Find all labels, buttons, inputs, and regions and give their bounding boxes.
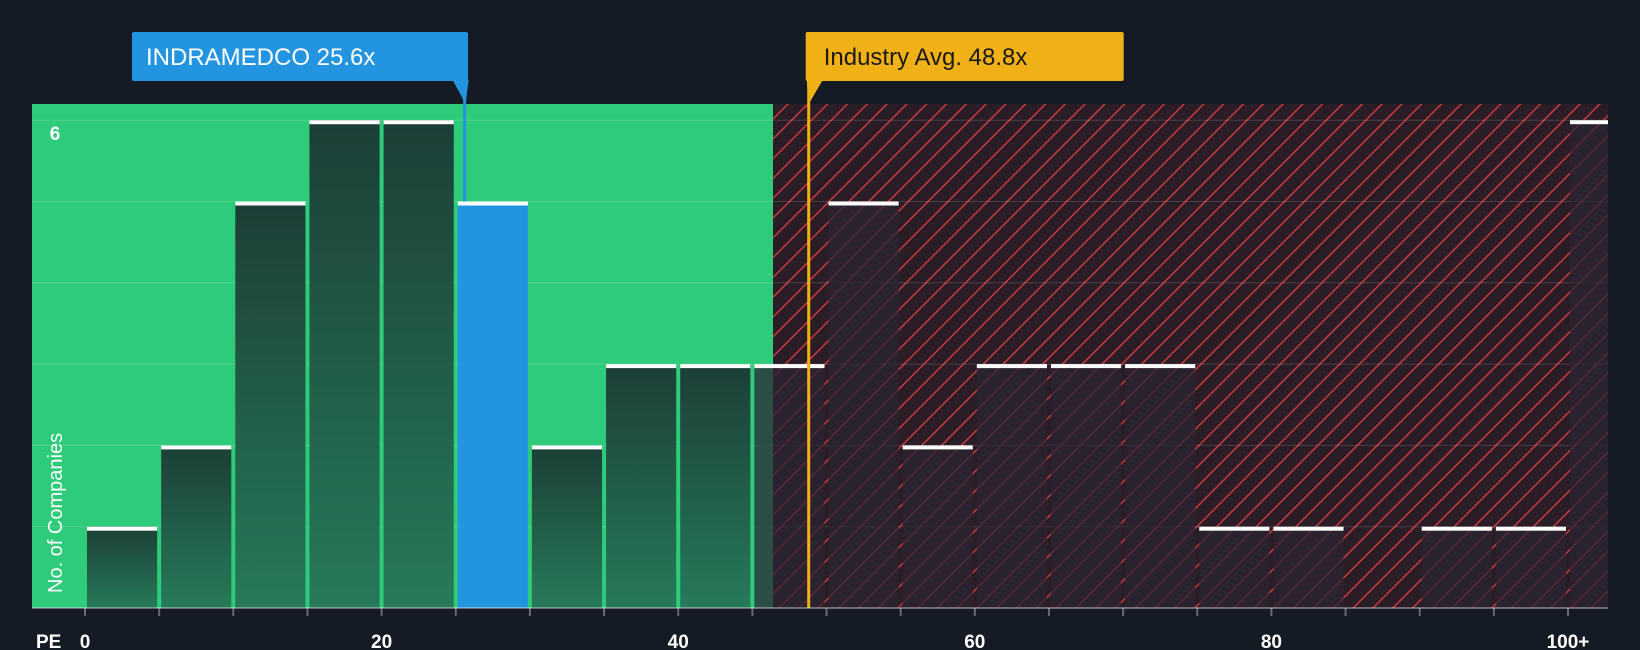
histogram-bar — [902, 445, 973, 608]
bar-top-line — [1050, 364, 1122, 369]
bar-top-line — [1570, 120, 1608, 125]
y-tick-label: 6 — [50, 124, 61, 145]
bar-top-line — [309, 120, 380, 125]
histogram-bar — [87, 526, 158, 608]
bar-top-line — [235, 201, 306, 206]
industry-avg-callout-label: Industry Avg. 48.8x — [824, 44, 1028, 71]
bar-top-line — [1273, 526, 1344, 531]
x-tick-label: 60 — [964, 632, 985, 650]
histogram-bar — [1273, 526, 1344, 608]
bar-top-line — [902, 445, 973, 450]
industry-avg-callout — [805, 32, 1124, 81]
bar-top-line — [976, 364, 1047, 369]
bar-top-line — [161, 445, 232, 450]
histogram-bar — [606, 364, 677, 608]
histogram-bar — [828, 201, 899, 608]
bar-top-line — [383, 120, 454, 125]
histogram-bar — [235, 201, 306, 608]
bar-top-line — [754, 364, 825, 369]
bar-top-line — [1495, 526, 1566, 531]
histogram-bar — [754, 364, 825, 608]
bar-top-line — [606, 364, 677, 369]
histogram-bar — [976, 364, 1047, 608]
company-callout — [132, 32, 468, 81]
bar-top-line — [1421, 526, 1492, 531]
histogram-bar — [161, 445, 232, 608]
histogram-bar — [309, 120, 380, 608]
histogram-bar — [531, 445, 603, 608]
bar-top-line — [680, 364, 751, 369]
x-axis-label: PE — [36, 632, 61, 650]
company-callout-pointer — [452, 80, 469, 104]
histogram-bar — [1421, 526, 1492, 608]
bar-top-line — [457, 201, 528, 206]
bar-top-line — [1199, 526, 1270, 531]
industry-callout-pointer — [806, 80, 823, 104]
highlight-bar — [457, 201, 528, 608]
histogram-bar — [383, 120, 454, 608]
y-axis-label: No. of Companies — [45, 433, 67, 593]
x-tick-label: 20 — [371, 632, 392, 650]
histogram-bar — [1125, 364, 1196, 608]
bar-top-line — [1125, 364, 1196, 369]
histogram-bar — [1495, 526, 1566, 608]
company-callout-label: INDRAMEDCO 25.6x — [146, 44, 375, 71]
bar-top-line — [828, 201, 899, 206]
x-tick-label: 80 — [1261, 632, 1282, 650]
bar-top-line — [531, 445, 603, 450]
bar-top-line — [87, 526, 158, 531]
histogram-bar — [1570, 120, 1608, 608]
histogram-bar — [1050, 364, 1122, 608]
histogram-bar — [1199, 526, 1270, 608]
x-tick-label: 40 — [668, 632, 689, 650]
histogram-bar — [680, 364, 751, 608]
x-tick-label: 0 — [80, 632, 91, 650]
x-tick-label: 100+ — [1547, 632, 1590, 650]
